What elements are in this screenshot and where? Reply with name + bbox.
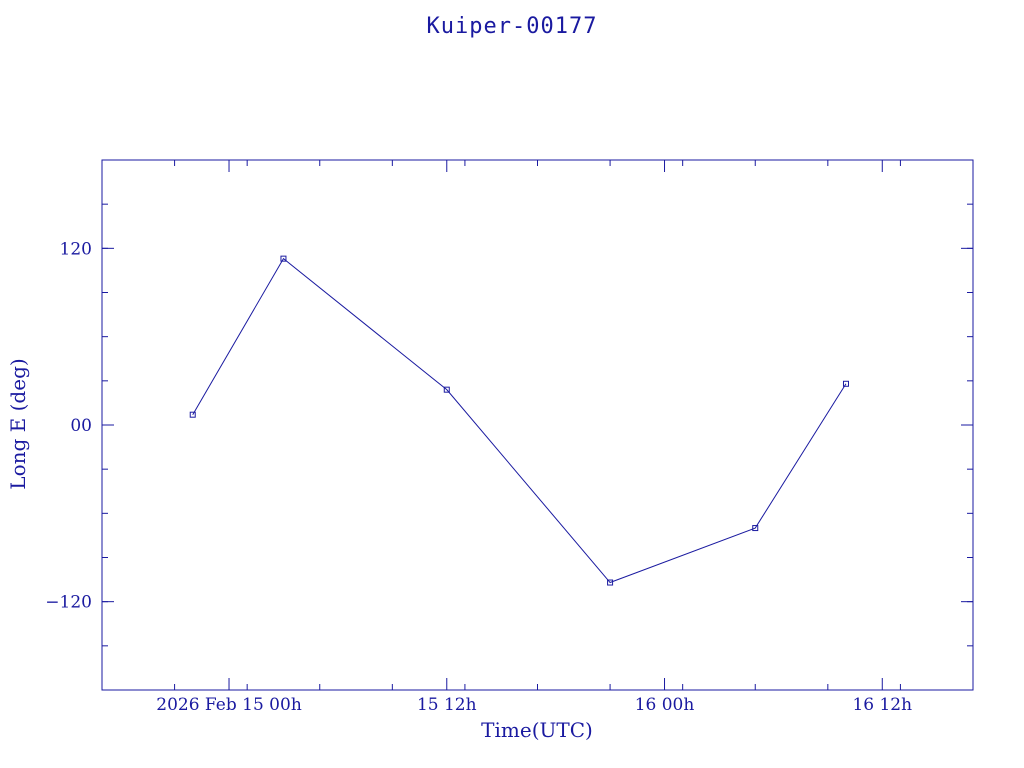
x-tick-label: 2026 Feb 15 00h: [156, 695, 302, 715]
data-point: [752, 525, 759, 532]
chart-title: Kuiper-00177: [426, 14, 598, 39]
data-point: [280, 255, 287, 262]
y-tick-label: −120: [45, 593, 92, 613]
plot-frame: [101, 159, 974, 691]
x-tick-label: 16 00h: [635, 695, 695, 715]
data-point: [842, 380, 849, 387]
x-tick-label: 16 12h: [852, 695, 912, 715]
axes-layer: 2026 Feb 15 00h 15 12h 16 00h 16 12h 120 00 −1…: [45, 159, 974, 715]
x-axis-label: Time(UTC): [481, 718, 593, 742]
y-tick-label: 120: [60, 239, 92, 259]
x-tick-label: 15 12h: [417, 695, 477, 715]
data-point: [443, 386, 450, 393]
data-point: [607, 579, 614, 586]
data-point: [189, 411, 196, 418]
series-layer: [189, 255, 849, 586]
y-tick-label: 00: [70, 416, 92, 436]
series-line: [192, 257, 847, 584]
y-axis-label: Long E (deg): [6, 358, 30, 490]
